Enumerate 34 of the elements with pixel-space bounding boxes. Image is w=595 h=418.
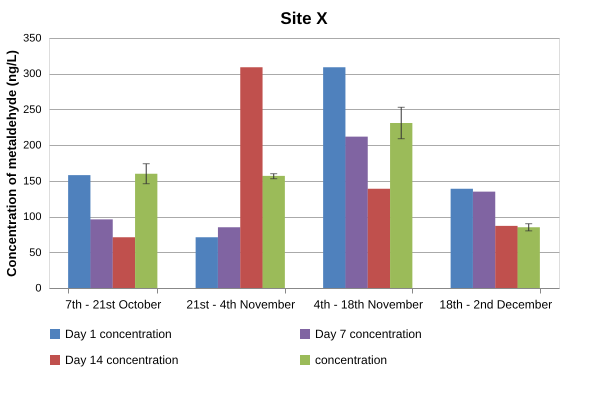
y-tick-label: 200: [23, 140, 42, 152]
bar: [345, 136, 368, 288]
y-tick-label: 250: [23, 104, 42, 116]
legend-label: Day 7 concentration: [315, 327, 422, 341]
y-tick-label: 350: [23, 32, 42, 44]
y-tick-label: 150: [23, 175, 42, 188]
bar: [240, 67, 263, 288]
bar: [323, 67, 346, 288]
y-tick-label: 100: [23, 211, 42, 224]
bar: [112, 237, 136, 288]
y-tick-label: 0: [35, 282, 42, 294]
chart-title: Site X: [280, 9, 328, 28]
x-tick-label: 18th - 2nd December: [439, 298, 552, 312]
x-tick-label: 21st - 4th November: [186, 298, 296, 312]
x-tick-label: 7th - 21st October: [65, 298, 162, 312]
bar: [262, 176, 285, 288]
bar: [472, 192, 496, 288]
x-tick-label: 4th - 18th November: [314, 298, 423, 312]
bar: [90, 219, 113, 288]
bar: [495, 226, 518, 288]
legend-label: Day 14 concentration: [65, 353, 178, 367]
legend-label: concentration: [315, 353, 388, 367]
bar: [450, 188, 473, 288]
bar: [218, 227, 240, 288]
bar: [196, 237, 218, 288]
y-tick-label: 300: [23, 68, 42, 80]
legend-label: Day 1 concentration: [65, 327, 172, 341]
bar: [68, 175, 90, 288]
bar: [368, 188, 390, 288]
bar: [135, 174, 158, 288]
bar: [518, 227, 540, 288]
y-axis-title: Concentration of metaldehyde (ng/L): [4, 50, 20, 277]
bar: [390, 123, 412, 288]
y-tick-label: 50: [29, 246, 42, 259]
